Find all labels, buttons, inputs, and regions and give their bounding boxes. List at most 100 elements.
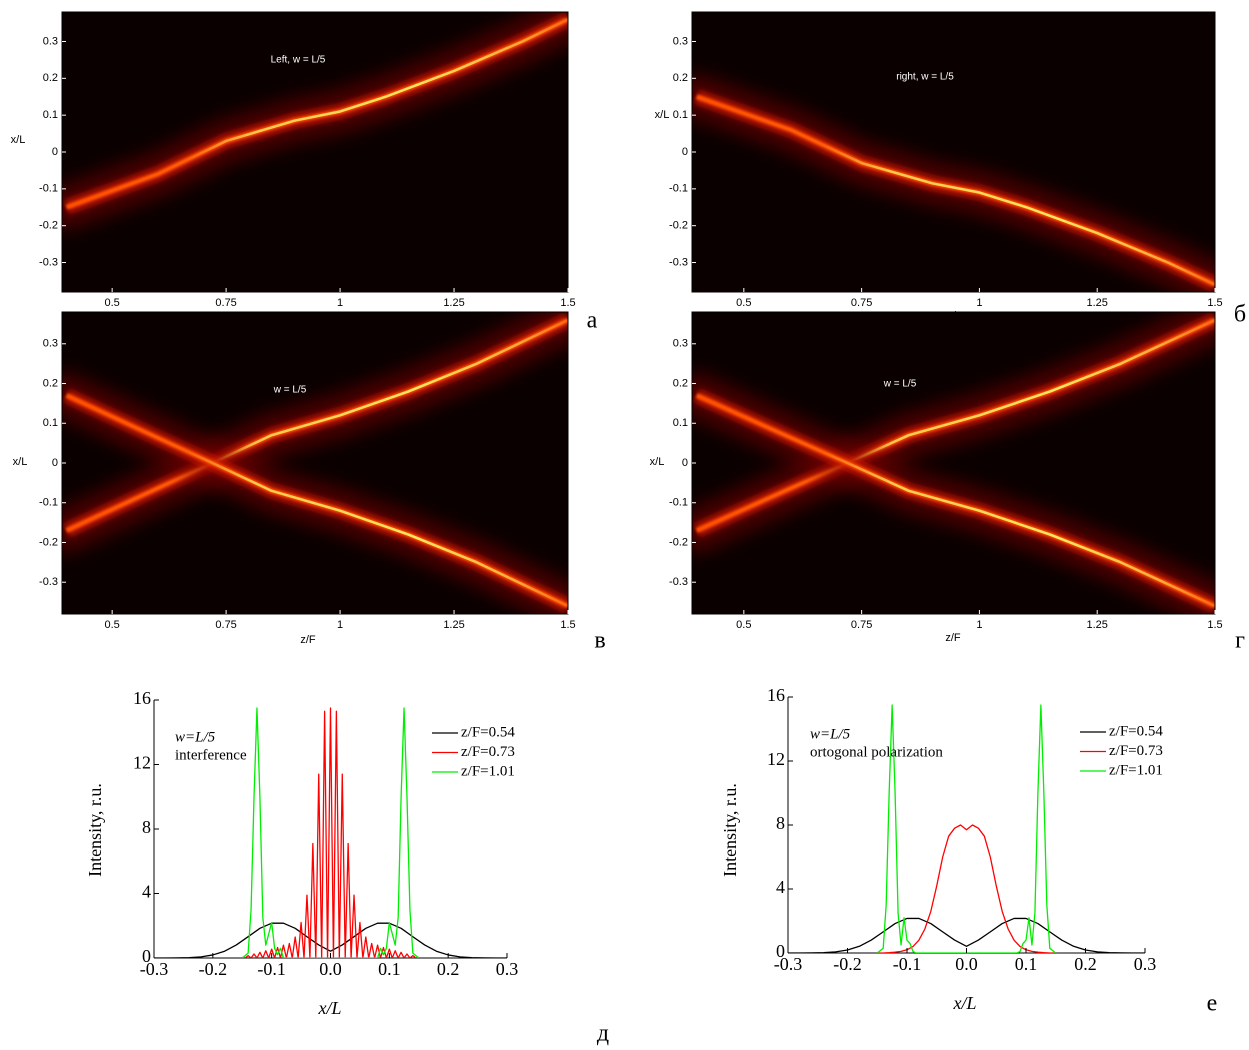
x-tick-label: 1.25 — [1086, 297, 1107, 309]
y-axis-label: Intensity, r.u. — [720, 783, 740, 877]
x-tick-label: -0.2 — [199, 959, 228, 979]
beams — [692, 74, 1215, 292]
y-tick-label: 0 — [52, 457, 58, 469]
y-tick-label: 0.3 — [43, 338, 58, 350]
y-tick-label: 0 — [682, 457, 688, 469]
y-tick-label: 0.3 — [43, 35, 58, 47]
x-axis-label: z/F — [945, 632, 961, 644]
y-tick-label: 12 — [767, 749, 785, 769]
x-tick-label: 0.75 — [215, 297, 236, 309]
line-series — [154, 922, 507, 958]
annotation: right, w = L/5 — [896, 72, 954, 83]
x-tick-label: -0.3 — [140, 959, 169, 979]
y-tick-label: 0.1 — [673, 417, 688, 429]
x-tick-label: 1.25 — [443, 297, 464, 309]
y-tick-label: -0.3 — [669, 256, 688, 268]
beams — [692, 312, 1215, 614]
y-axis-label: Intensity, r.u. — [85, 783, 105, 877]
y-tick-label: 0 — [776, 941, 785, 961]
y-axis-label: x/L — [655, 109, 670, 121]
y-tick-label: 0.1 — [673, 109, 688, 121]
curves — [154, 707, 507, 958]
beam-core — [66, 18, 568, 209]
line-series — [876, 704, 1057, 953]
x-tick-label: 1.5 — [1207, 619, 1222, 631]
x-tick-label: 0.2 — [1074, 954, 1097, 974]
y-tick-label: -0.1 — [39, 183, 58, 195]
y-tick-label: -0.1 — [39, 497, 58, 509]
x-tick-label: 1 — [337, 619, 343, 631]
panel-label: а — [587, 308, 598, 334]
annotation: ortogonal polarization — [810, 744, 943, 760]
x-tick-label: 1.25 — [1086, 619, 1107, 631]
annotation: Left, w = L/5 — [271, 55, 326, 66]
y-tick-label: 4 — [142, 882, 151, 902]
y-tick-label: 0 — [682, 146, 688, 158]
panel-label: д — [597, 1021, 609, 1047]
y-tick-label: 0.1 — [43, 417, 58, 429]
beam-core — [696, 95, 1215, 286]
y-tick-label: 0.2 — [673, 377, 688, 389]
legend-label: z/F=0.73 — [461, 744, 515, 760]
y-tick-label: 0.3 — [673, 338, 688, 350]
y-axis-label: x/L — [11, 134, 26, 146]
annotation: interference — [175, 747, 247, 763]
y-tick-label: 8 — [142, 817, 151, 837]
legend-label: z/F=0.73 — [1109, 743, 1163, 759]
panel-label: б — [1234, 302, 1246, 328]
y-tick-label: 8 — [776, 813, 785, 833]
y-tick-label: 0.2 — [43, 72, 58, 84]
x-axis-label: x/L — [952, 993, 976, 1013]
line-series — [788, 917, 1145, 953]
y-tick-label: 4 — [776, 877, 785, 897]
y-axis-label: x/L — [650, 456, 665, 468]
annotation: w = L/5 — [273, 385, 307, 396]
x-tick-label: 0.3 — [496, 959, 519, 979]
x-tick-label: 0.1 — [1015, 954, 1038, 974]
y-tick-label: -0.1 — [669, 497, 688, 509]
annotation: w=L/5 — [175, 729, 216, 745]
x-tick-label: 0.5 — [736, 619, 751, 631]
y-tick-label: -0.3 — [39, 576, 58, 588]
x-tick-label: 1 — [976, 297, 982, 309]
x-tick-label: 1.5 — [560, 297, 575, 309]
x-tick-label: 1.25 — [443, 619, 464, 631]
y-tick-label: 0 — [52, 146, 58, 158]
y-tick-label: -0.3 — [39, 256, 58, 268]
x-tick-label: 1.5 — [1207, 297, 1222, 309]
legend-label: z/F=1.01 — [1109, 762, 1163, 778]
y-tick-label: 0.3 — [673, 35, 688, 47]
line-series — [241, 707, 420, 958]
x-axis-label: z/F — [300, 634, 316, 646]
y-tick-label: 16 — [767, 685, 785, 705]
y-tick-label: 0 — [142, 946, 151, 966]
line-series — [242, 707, 419, 958]
x-tick-label: -0.1 — [257, 959, 286, 979]
y-tick-label: -0.3 — [669, 576, 688, 588]
x-tick-label: 0.5 — [104, 297, 119, 309]
beam-core — [66, 394, 568, 608]
legend-label: z/F=0.54 — [461, 724, 515, 740]
legend-label: z/F=1.01 — [461, 763, 515, 779]
x-tick-label: -0.2 — [833, 954, 862, 974]
x-tick-label: 1 — [337, 297, 343, 309]
x-tick-label: -0.3 — [774, 954, 803, 974]
x-tick-label: 0.0 — [955, 954, 978, 974]
panel-label: е — [1207, 991, 1218, 1017]
legend-label: z/F=0.54 — [1109, 723, 1163, 739]
x-tick-label: 0.75 — [215, 619, 236, 631]
x-tick-label: 0.3 — [1134, 954, 1157, 974]
annotation: w = L/5 — [883, 379, 917, 390]
beam-core — [696, 394, 1215, 608]
x-tick-label: 0.75 — [851, 297, 872, 309]
y-tick-label: -0.2 — [39, 220, 58, 232]
y-tick-label: -0.1 — [669, 183, 688, 195]
beam-core — [66, 318, 568, 532]
y-tick-label: 16 — [133, 688, 151, 708]
y-tick-label: -0.2 — [669, 536, 688, 548]
beam-core — [696, 318, 1215, 532]
y-tick-label: -0.2 — [669, 220, 688, 232]
line-series — [877, 824, 1056, 953]
x-tick-label: -0.1 — [893, 954, 922, 974]
